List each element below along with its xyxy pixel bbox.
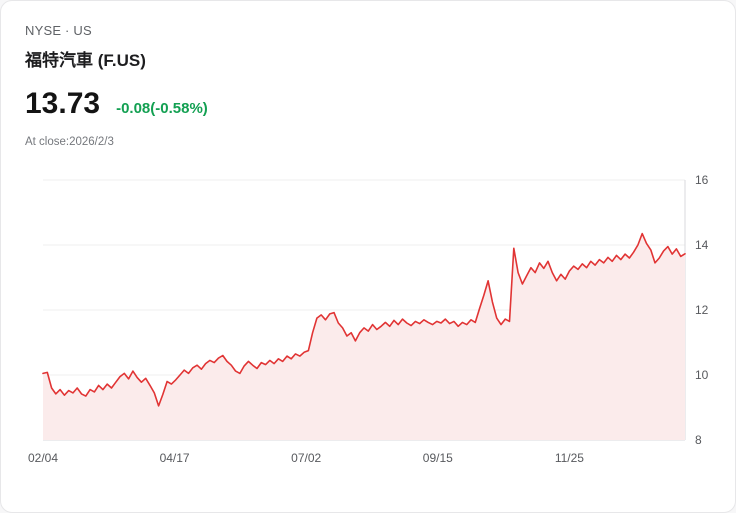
y-tick-label: 14 xyxy=(695,238,709,252)
x-tick-label: 11/25 xyxy=(555,451,584,465)
price-chart[interactable]: 8 10 12 14 16 02/04 04/17 07/02 09/15 11/25 xyxy=(1,160,736,472)
last-price: 13.73 xyxy=(25,87,101,120)
price-row: 13.73 -0.08(-0.58%) xyxy=(25,87,711,120)
stock-title: 福特汽車 (F.US) xyxy=(25,51,146,70)
x-tick-label: 07/02 xyxy=(291,451,321,465)
x-tick-label: 02/04 xyxy=(28,451,58,465)
y-tick-label: 16 xyxy=(695,173,709,187)
x-tick-label: 04/17 xyxy=(160,451,190,465)
chart-container: 8 10 12 14 16 02/04 04/17 07/02 09/15 11/25 xyxy=(1,160,735,472)
exchange-label: NYSE · US xyxy=(25,23,92,38)
x-tick-label: 09/15 xyxy=(423,451,453,465)
price-area-fill xyxy=(43,233,685,440)
price-change: -0.08(-0.58%) xyxy=(116,100,208,117)
price-line xyxy=(42,232,686,407)
y-tick-label: 10 xyxy=(695,368,709,382)
as-of-label: At close:2026/2/3 xyxy=(25,136,114,148)
quote-header: NYSE · US 福特汽車 (F.US) 13.73 -0.08(-0.58%… xyxy=(1,23,735,148)
y-tick-label: 12 xyxy=(695,303,709,317)
y-tick-label: 8 xyxy=(695,433,702,447)
